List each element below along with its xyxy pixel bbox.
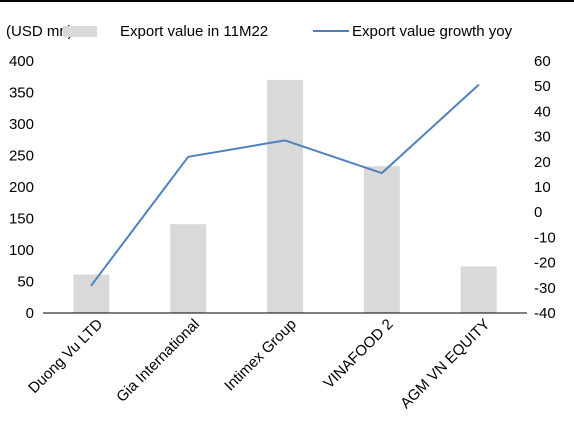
line-series — [90, 84, 480, 287]
right-tick-label: 50 — [534, 78, 551, 95]
legend: (USD mn) Export value in 11M22 Export va… — [6, 23, 513, 40]
bar — [170, 224, 207, 313]
left-tick-label: 200 — [9, 179, 34, 196]
category-label: Gia International — [113, 316, 203, 406]
right-tick-label: -20 — [534, 255, 556, 272]
line-point — [187, 155, 189, 158]
right-tick-label: -40 — [534, 305, 556, 322]
category-label: VINAFOOD 2 — [320, 316, 396, 392]
line-point — [381, 172, 383, 174]
line-point — [90, 284, 93, 287]
legend-label-bar: Export value in 11M22 — [120, 23, 268, 40]
right-tick-label: -10 — [534, 229, 556, 246]
left-tick-label: 50 — [17, 274, 34, 291]
bar — [363, 166, 400, 313]
right-tick-label: 30 — [534, 129, 551, 146]
line-point — [284, 139, 286, 142]
right-tick-label: 20 — [534, 154, 551, 171]
right-tick-label: 0 — [534, 204, 542, 221]
unit-label: (USD mn) — [6, 23, 73, 40]
left-axis-ticks: 0 50 100 150 200 250 300 350 400 — [9, 53, 34, 322]
right-tick-label: 60 — [534, 53, 551, 70]
left-tick-label: 150 — [9, 211, 34, 228]
left-tick-label: 400 — [9, 53, 34, 70]
category-label: AGM VN EQUITY — [397, 316, 493, 412]
left-tick-label: 100 — [9, 242, 34, 259]
line-point — [477, 84, 480, 86]
legend-label-line: Export value growth yoy — [352, 23, 513, 40]
category-label: Intimex Group — [221, 316, 300, 395]
bar — [460, 266, 497, 313]
bar — [73, 274, 110, 313]
bar — [267, 79, 303, 314]
right-tick-label: 40 — [534, 103, 551, 120]
right-tick-label: -30 — [534, 280, 556, 297]
left-tick-label: 350 — [9, 85, 34, 102]
category-labels: Duong Vu LTD Gia International Intimex Gro… — [25, 316, 493, 412]
right-tick-label: 10 — [534, 179, 551, 196]
left-tick-label: 250 — [9, 148, 34, 165]
left-tick-label: 300 — [9, 116, 34, 133]
bar-series — [73, 79, 497, 314]
legend-swatch-bar — [63, 26, 97, 37]
left-tick-label: 0 — [26, 305, 34, 322]
right-axis-ticks: -40 -30 -20 -10 0 10 20 30 40 50 60 — [534, 53, 556, 322]
category-label: Duong Vu LTD — [25, 316, 106, 397]
